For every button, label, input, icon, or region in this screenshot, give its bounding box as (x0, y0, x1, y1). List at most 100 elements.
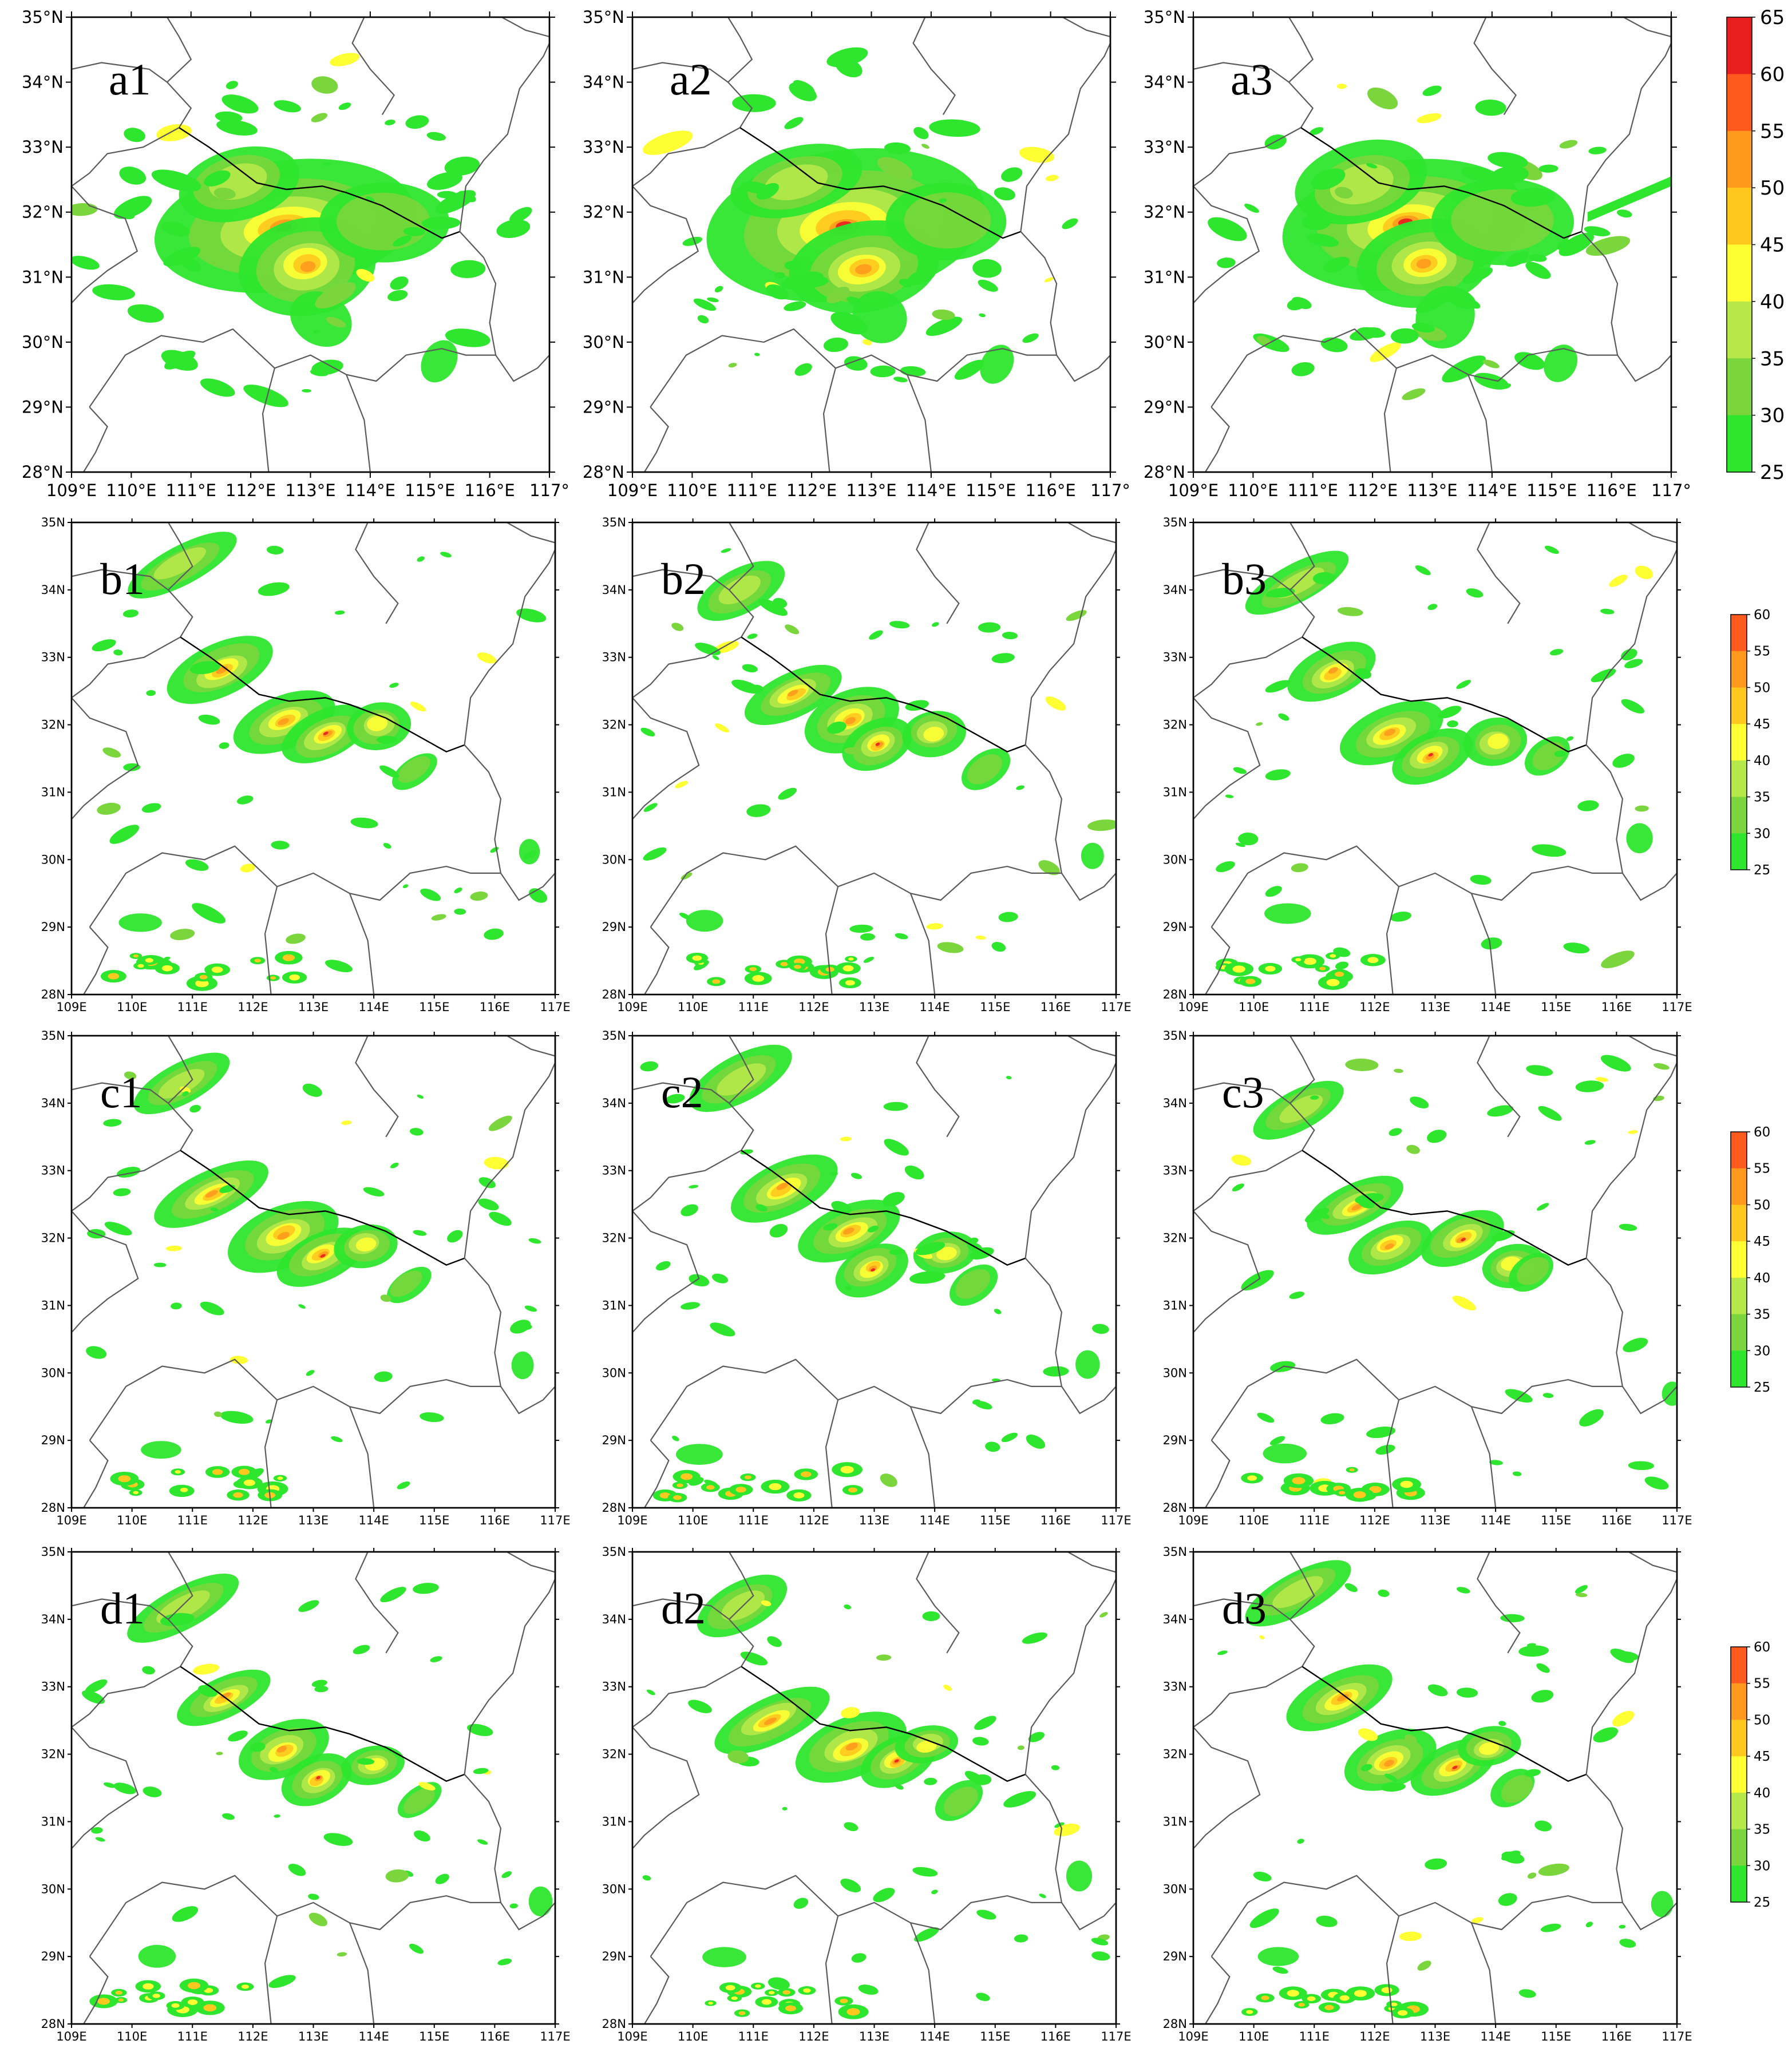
province-border (72, 1082, 193, 1151)
colorbar-segment (1727, 415, 1752, 473)
province-border (89, 1875, 501, 1957)
echo-speck (985, 1441, 1000, 1452)
echo-speck (516, 608, 547, 623)
echo-speck (241, 1984, 249, 1989)
echo-cell (875, 742, 880, 746)
colorbar-segment (1727, 188, 1752, 245)
x-tick-label: 114E (1480, 2030, 1510, 2043)
echo-cell (842, 1227, 855, 1235)
colorbar-label: 30 (1760, 405, 1785, 427)
echo-speck (905, 700, 929, 711)
echo-speck (92, 284, 135, 300)
y-tick-label: 35°N (583, 7, 624, 27)
panel-label: c2 (661, 1067, 703, 1117)
echo-speck (728, 363, 737, 368)
echo-speck (1612, 1710, 1635, 1727)
x-tick-label: 113E (298, 2030, 329, 2043)
province-border (1288, 17, 1314, 83)
echo-speck (789, 82, 817, 101)
echo-speck (689, 1274, 710, 1287)
echo-cell (158, 1069, 205, 1099)
echo-cell (967, 754, 1003, 785)
y-tick-label: 29N (1163, 1433, 1187, 1447)
province-border (168, 522, 193, 591)
x-tick-label: 115E (419, 1000, 449, 1014)
province-border (1024, 549, 1116, 746)
echo-cell (1324, 668, 1342, 680)
echo-speck (161, 965, 173, 972)
echo-speck (1208, 217, 1247, 241)
echo-speck (363, 1187, 385, 1197)
x-tick-label: 114E (919, 1000, 950, 1014)
echo-speck (171, 2003, 180, 2008)
colorbar-segment (1727, 74, 1752, 132)
echo-speck (1272, 1966, 1288, 1974)
colorbar-segment (1731, 1277, 1747, 1315)
province-border (916, 522, 960, 624)
x-tick-label: 113°E (285, 481, 335, 500)
echo-speck (1316, 1915, 1338, 1927)
x-tick-label: 114E (358, 1514, 389, 1527)
province-border (464, 744, 502, 874)
colorbar-label: 40 (1754, 1786, 1770, 1801)
echo-speck (1217, 1650, 1228, 1655)
echo-speck (357, 1758, 375, 1765)
x-tick-label: 112°E (226, 481, 276, 500)
province-border (1617, 354, 1671, 382)
echo-speck (1466, 588, 1484, 598)
echo-speck (379, 765, 399, 778)
province-border (1205, 1440, 1231, 1508)
y-tick-label: 30°N (22, 332, 64, 352)
echo-cell (845, 717, 856, 724)
province-border (89, 328, 496, 408)
y-tick-label: 29N (602, 920, 626, 934)
echo-speck (976, 1910, 996, 1920)
y-tick-label: 33N (1163, 1164, 1187, 1178)
province-border (1193, 127, 1302, 187)
reflectivity-field (1231, 1055, 1677, 1502)
echo-speck (175, 1470, 181, 1474)
echo-cell (1501, 1775, 1533, 1803)
echo-speck (1265, 680, 1291, 693)
echo-speck (1256, 336, 1271, 346)
province-border (825, 886, 839, 995)
echo-speck (747, 633, 758, 639)
echo-speck (1355, 668, 1372, 679)
echo-speck (113, 649, 123, 656)
echo-speck (1415, 565, 1431, 576)
echo-speck (972, 259, 1002, 278)
y-tick-label: 35N (1163, 1029, 1187, 1043)
y-tick-label: 31N (1163, 785, 1187, 799)
echo-speck (426, 132, 446, 141)
echo-speck (1249, 1908, 1279, 1928)
province-border (1470, 1406, 1497, 1508)
echo-speck (1014, 1934, 1028, 1943)
panel-label: a1 (109, 54, 151, 104)
echo-cell (776, 1182, 789, 1190)
y-tick-label: 35N (1163, 516, 1187, 529)
echo-speck (163, 956, 171, 961)
map-panel-c1: 109E 110E 111E 112E 113E 114E 115E 116E 117E 35N 3… (41, 1029, 571, 1527)
province-border (632, 569, 754, 637)
echo-cell (1264, 903, 1311, 924)
echo-speck (454, 908, 466, 915)
echo-speck (97, 1998, 110, 2005)
echo-speck (1232, 1183, 1245, 1192)
echo-speck (195, 979, 209, 988)
echo-speck (1339, 1995, 1350, 2001)
y-tick-label: 30N (1163, 853, 1187, 866)
province-border (1386, 1400, 1400, 1508)
echo-speck (784, 301, 806, 311)
x-tick-label: 109°E (46, 481, 97, 500)
province-border (644, 1956, 670, 2024)
echo-speck (1345, 1059, 1379, 1071)
province-border (501, 17, 549, 38)
x-tick-label: 110E (117, 2030, 147, 2043)
province-border (89, 1358, 501, 1441)
echo-speck (298, 1600, 319, 1613)
echo-speck (974, 1716, 996, 1730)
province-border (83, 1956, 109, 2024)
province-border (1204, 406, 1230, 472)
province-border (1585, 1258, 1624, 1387)
echo-speck (413, 1230, 427, 1236)
